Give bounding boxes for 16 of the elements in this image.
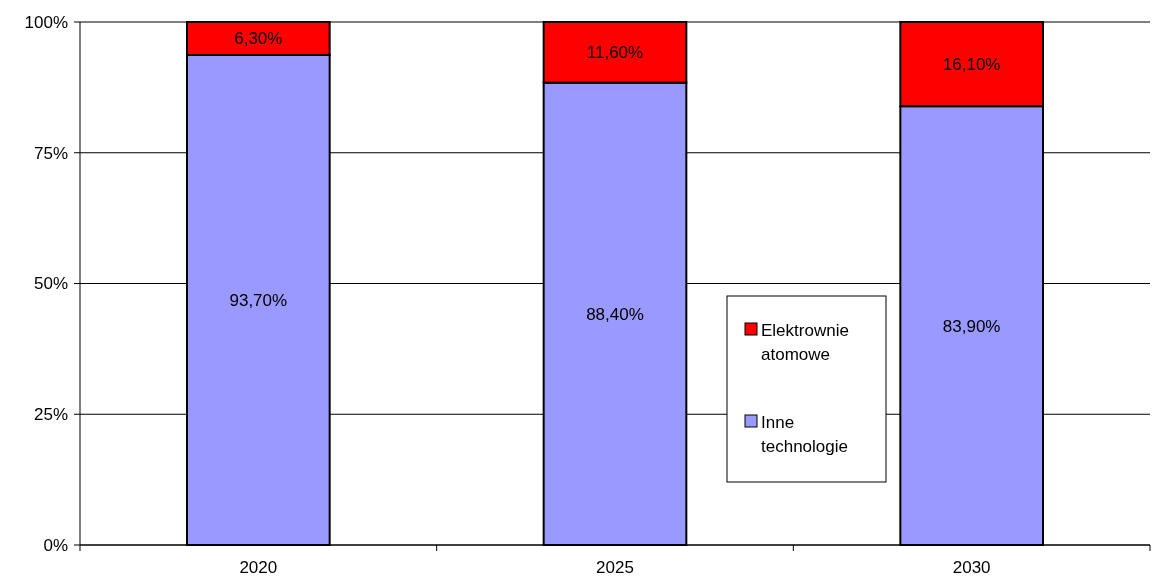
data-label: 16,10% — [942, 55, 1001, 75]
y-tick-label: 0% — [43, 535, 68, 555]
data-label: 6,30% — [234, 29, 283, 49]
y-tick-label: 50% — [33, 274, 68, 294]
legend-label: Elektrownie atomowe — [761, 320, 849, 364]
data-label: 11,60% — [586, 43, 644, 63]
data-label: 83,90% — [942, 316, 1001, 336]
y-tick-label: 100% — [24, 12, 68, 32]
y-tick-label: 25% — [33, 405, 68, 425]
legend-label: Inne technologie — [761, 412, 848, 456]
x-tick-label: 2025 — [596, 558, 634, 577]
x-tick-label: 2020 — [239, 558, 278, 577]
data-label: 88,40% — [586, 304, 644, 324]
y-tick-label: 75% — [33, 143, 68, 163]
data-label: 93,70% — [229, 290, 288, 310]
x-tick-label: 2030 — [952, 558, 991, 577]
